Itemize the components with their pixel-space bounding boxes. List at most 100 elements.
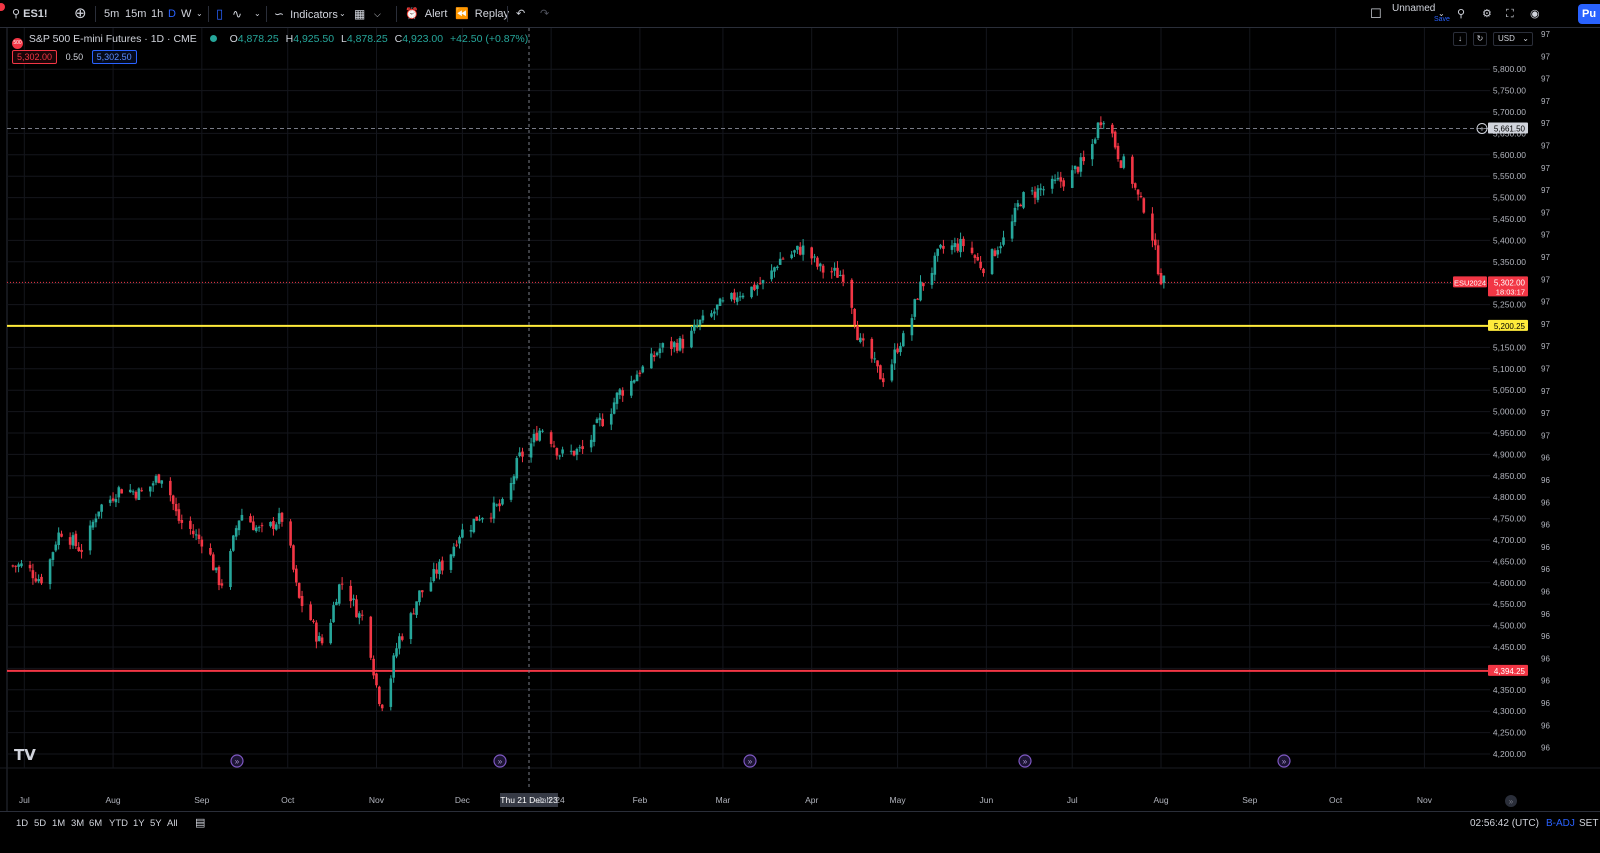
candle-body [939, 244, 942, 248]
layout-save-label[interactable]: Save [1434, 16, 1450, 23]
range-6m[interactable]: 6M [89, 818, 103, 829]
range-ytd[interactable]: YTD [109, 818, 128, 829]
candle-body [833, 267, 836, 271]
candle-body [598, 417, 602, 421]
calendar-icon[interactable]: ▤ [195, 817, 206, 829]
secondary-scale-label: 97 [1541, 164, 1550, 173]
alert-button[interactable]: ⏰ Alert [405, 8, 448, 20]
clock-label[interactable]: 02:56:42 (UTC) [1470, 818, 1539, 829]
candle-body [678, 338, 682, 351]
arrow-down-icon[interactable]: ↓ [1453, 32, 1467, 46]
sell-price-button[interactable]: 5,302.00 [12, 50, 58, 64]
adjustment-toggle[interactable]: B-ADJ [1546, 818, 1575, 829]
candle-body [28, 564, 32, 569]
chevron-down-icon-2[interactable]: ⌄ [254, 9, 261, 18]
price-tick-label: 4,600.00 [1493, 578, 1526, 588]
price-tick-label: 4,800.00 [1493, 492, 1526, 502]
candle-body [1070, 170, 1074, 188]
candles-icon[interactable]: ▯ [216, 6, 224, 21]
compare-add-icon[interactable]: ⊕ [74, 5, 87, 22]
candle-body [289, 521, 292, 546]
price-tick-label: 4,550.00 [1493, 599, 1526, 609]
refresh-icon[interactable]: ↻ [1473, 32, 1487, 46]
candle-body [890, 364, 894, 381]
range-3m[interactable]: 3M [71, 818, 85, 829]
interval-15m[interactable]: 15m [125, 8, 147, 20]
candle-body [134, 491, 138, 499]
publish-button[interactable]: Pu [1578, 4, 1600, 24]
candle-body [1116, 145, 1120, 160]
candle-body [761, 280, 765, 284]
templates-icon[interactable]: ▦ [354, 7, 366, 21]
time-tick-label: Feb [633, 795, 648, 805]
time-axis[interactable]: Jul Aug Sep Oct Nov Dec Jan '24 Feb Mar Apr May Jun… [19, 795, 1517, 807]
interval-5m[interactable]: 5m [104, 8, 120, 20]
candle-body [993, 250, 997, 257]
chevron-down-icon-4[interactable]: ⌄ [1438, 9, 1445, 18]
candle-body [128, 489, 132, 493]
candle-body [37, 578, 40, 582]
fullscreen-icon[interactable]: ⛶ [1506, 8, 1514, 20]
price-tick-label: 5,500.00 [1493, 193, 1526, 203]
symbol-search-button[interactable]: ⚲ ES1! [12, 0, 48, 28]
secondary-scale-label: 96 [1541, 454, 1550, 463]
undo-icon[interactable]: ↶ [516, 8, 526, 20]
camera-icon[interactable]: ◉ [1530, 8, 1540, 20]
price-tick-label: 5,800.00 [1493, 64, 1526, 74]
candle-body [108, 499, 112, 503]
candle-body [97, 511, 101, 517]
candle-body [369, 616, 373, 658]
tv-logo-icon: TV [14, 746, 36, 764]
range-5y[interactable]: 5Y [150, 818, 162, 829]
range-1d[interactable]: 1D [16, 818, 29, 829]
candle-body [1102, 123, 1106, 125]
price-chart[interactable]: Thu 21 Dec '23 4,200.00 4,250.00 4,300.00 4… [0, 28, 1600, 811]
candle-body [395, 648, 398, 657]
candle-body [1133, 183, 1137, 188]
candle-body [698, 319, 702, 325]
candle-body [478, 519, 481, 521]
chevron-down-icon-3[interactable]: ⌄ [339, 9, 346, 18]
candle-body [458, 537, 461, 544]
candle-body [40, 576, 43, 584]
tradingview-logo[interactable]: TV [14, 746, 36, 764]
candle-body [595, 419, 599, 423]
range-all[interactable]: All [167, 818, 178, 829]
plus-icon: + [1480, 124, 1485, 133]
line-chart-icon[interactable]: ∿ [232, 7, 243, 21]
quick-search-icon[interactable]: ⚲ [1457, 8, 1466, 20]
candle-body [292, 545, 295, 570]
price-axis[interactable]: 4,200.004,250.004,300.004,350.004,400.00… [1453, 30, 1550, 759]
time-tick-label: Sep [1242, 795, 1257, 805]
candle-body [51, 552, 55, 560]
indicators-button[interactable]: ∽ Indicators [274, 7, 338, 21]
layout-square-icon[interactable]: ☐ [1370, 6, 1382, 21]
chevron-down-icon[interactable]: ⌄ [196, 9, 203, 18]
replay-button[interactable]: ⏪ Replay [455, 8, 510, 20]
candle-body [635, 374, 639, 382]
currency-select[interactable]: USD ⌄ [1493, 32, 1533, 46]
candles [11, 116, 1166, 712]
range-1m[interactable]: 1M [52, 818, 66, 829]
candle-body [976, 257, 980, 261]
candle-body [853, 309, 856, 326]
price-tag [1488, 122, 1528, 134]
layout-name[interactable]: Unnamed [1392, 3, 1436, 14]
interval-d[interactable]: D [168, 8, 176, 20]
templates-dropdown-icon[interactable]: ⌵ [374, 9, 381, 19]
range-1y[interactable]: 1Y [133, 818, 145, 829]
candle-body [695, 324, 699, 327]
chart-title[interactable]: S&P 500 E-mini Futures · 1D · CME [28, 33, 197, 45]
candle-body [375, 673, 378, 686]
time-tick-label: Jun [979, 795, 993, 805]
session-toggle[interactable]: SET [1579, 818, 1599, 829]
interval-1h[interactable]: 1h [151, 8, 164, 20]
candle-body [74, 533, 78, 547]
symbol-badge: 500 [12, 38, 23, 49]
buy-price-button[interactable]: 5,302.50 [91, 50, 137, 64]
interval-w[interactable]: W [181, 8, 192, 20]
range-5d[interactable]: 5D [34, 818, 47, 829]
secondary-scale-label: 97 [1541, 142, 1550, 151]
settings-gear-icon[interactable]: ⚙ [1482, 8, 1492, 20]
redo-icon[interactable]: ↷ [540, 8, 550, 20]
